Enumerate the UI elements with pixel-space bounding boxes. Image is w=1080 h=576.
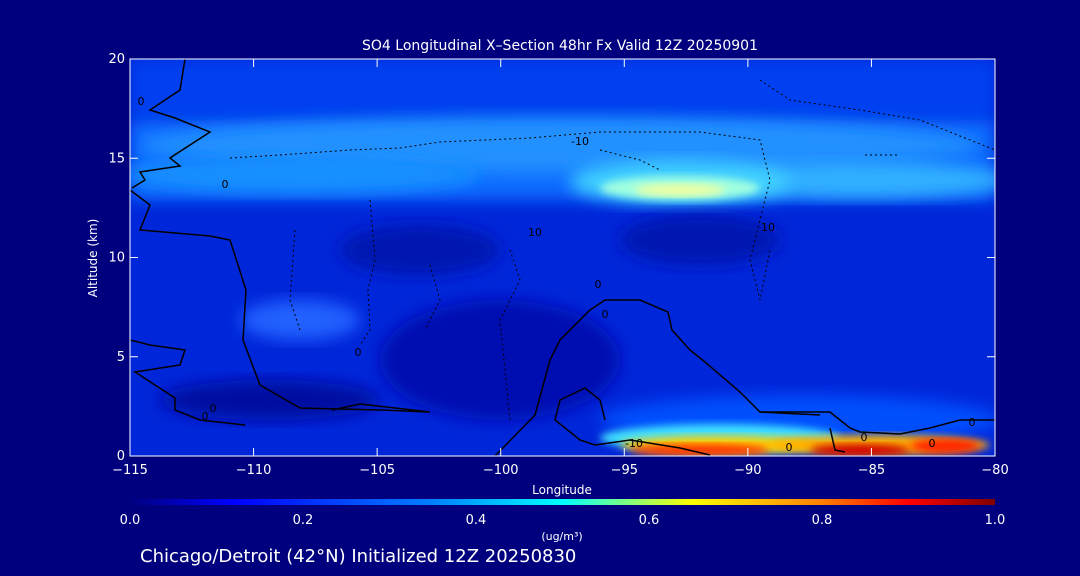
footer-caption: Chicago/Detroit (42°N) Initialized 12Z 2… bbox=[140, 546, 576, 567]
x-axis: −115 −110 −105 −100 −95 −90 −85 −80 bbox=[112, 59, 1009, 478]
y-tick-label: 15 bbox=[108, 151, 125, 166]
contour-label: 0 bbox=[929, 437, 936, 450]
contour-label: 0 bbox=[602, 308, 609, 321]
y-tick-label: 5 bbox=[117, 350, 125, 365]
colorbar-tick-label: 0.8 bbox=[812, 513, 833, 528]
y-axis: 0 5 10 15 20 bbox=[108, 52, 995, 464]
contour-label: 0 bbox=[138, 95, 145, 108]
x-tick-label: −115 bbox=[112, 463, 148, 478]
plot-area bbox=[130, 59, 995, 456]
contour-label: 10 bbox=[761, 221, 775, 234]
colorbar-label: (ug/m³) bbox=[541, 530, 582, 543]
contour-label: 0 bbox=[355, 346, 362, 359]
contour-label: 0 bbox=[595, 278, 602, 291]
colorbar-tick-label: 0.0 bbox=[120, 513, 141, 528]
x-tick-label: −95 bbox=[611, 463, 638, 478]
x-tick-label: −100 bbox=[483, 463, 519, 478]
colorbar: 0.0 0.2 0.4 0.6 0.8 1.0 (ug/m³) bbox=[120, 499, 1006, 543]
contour-lines-dashed bbox=[229, 79, 995, 421]
x-tick-label: −80 bbox=[981, 463, 1008, 478]
contour-label: 0 bbox=[969, 416, 976, 429]
y-tick-label: 10 bbox=[108, 251, 125, 266]
colorbar-tick-label: 0.6 bbox=[639, 513, 660, 528]
contour-label: 10 bbox=[528, 226, 542, 239]
y-axis-label: Altitude (km) bbox=[86, 219, 100, 298]
contour-label: 0 bbox=[861, 431, 868, 444]
x-axis-label: Longitude bbox=[532, 483, 592, 497]
y-tick-label: 20 bbox=[108, 52, 125, 67]
contour-label: -10 bbox=[625, 437, 643, 450]
contour-label: -10 bbox=[571, 135, 589, 148]
contour-label: 0 bbox=[786, 441, 793, 454]
x-tick-label: −85 bbox=[858, 463, 885, 478]
concentration-field bbox=[130, 59, 995, 456]
contour-label: 0 bbox=[222, 178, 229, 191]
colorbar-ticks: 0.0 0.2 0.4 0.6 0.8 1.0 bbox=[120, 513, 1006, 528]
contour-lines bbox=[130, 59, 995, 456]
chart-title: SO4 Longitudinal X–Section 48hr Fx Valid… bbox=[362, 38, 758, 54]
contour-label: 0 bbox=[210, 402, 217, 415]
colorbar-tick-label: 1.0 bbox=[985, 513, 1006, 528]
colorbar-tick-label: 0.4 bbox=[466, 513, 487, 528]
colorbar-tick-label: 0.2 bbox=[293, 513, 314, 528]
x-tick-label: −90 bbox=[734, 463, 761, 478]
colorbar-gradient bbox=[130, 499, 995, 505]
x-tick-label: −110 bbox=[236, 463, 272, 478]
x-tick-label: −105 bbox=[359, 463, 395, 478]
y-tick-label: 0 bbox=[117, 449, 125, 464]
contour-label: 0 bbox=[202, 410, 209, 423]
